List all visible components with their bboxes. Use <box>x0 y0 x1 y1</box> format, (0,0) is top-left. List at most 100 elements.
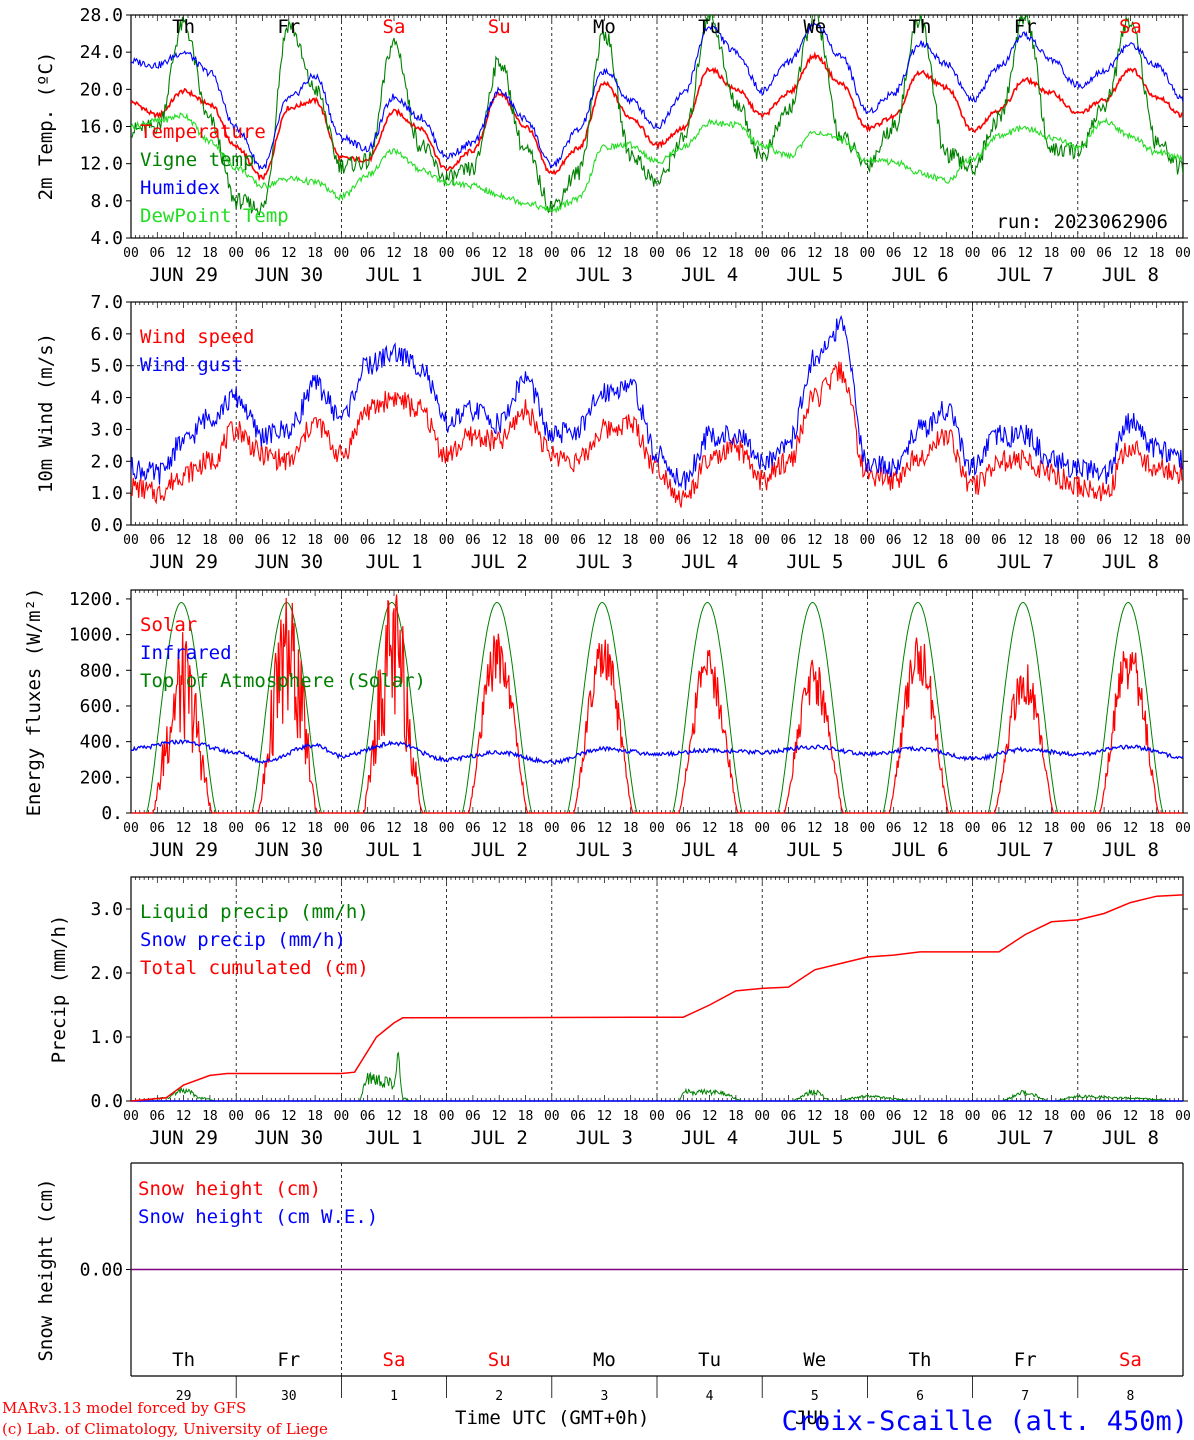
date-label: JUN 30 <box>254 264 323 286</box>
hour-label: 00 <box>439 533 455 548</box>
legend-entry: Wind speed <box>140 326 254 348</box>
date-label: JUL 3 <box>576 551 633 573</box>
series-line-4 <box>131 111 1183 214</box>
y-tick-label: 1.0 <box>90 1027 123 1048</box>
hour-label: 18 <box>1149 246 1165 261</box>
date-label: JUL 4 <box>681 839 738 861</box>
hour-label: 06 <box>991 821 1007 836</box>
y-tick-label: 8.0 <box>90 191 123 212</box>
day-number-label: 1 <box>390 1389 398 1404</box>
hour-label: 18 <box>1149 533 1165 548</box>
hour-label: 12 <box>807 821 823 836</box>
hour-label: 00 <box>1175 533 1191 548</box>
date-label: JUL 3 <box>576 1127 633 1149</box>
hour-label: 18 <box>728 246 744 261</box>
hour-label: 18 <box>518 246 534 261</box>
panel-2: 00 06 12 18 JUN 29 00 06 12 18 JUN 30 00 06 12 18 JUL … <box>35 292 1191 573</box>
hour-label: 00 <box>754 821 770 836</box>
hour-label: 12 <box>702 1109 718 1124</box>
date-label: JUL 5 <box>786 551 843 573</box>
date-label: JUL 4 <box>681 1127 738 1149</box>
hour-label: 06 <box>1096 246 1112 261</box>
hour-label: 06 <box>570 246 586 261</box>
legend-entry: Vigne temp <box>140 149 254 171</box>
day-number-label: 6 <box>916 1389 924 1404</box>
hour-label: 18 <box>833 821 849 836</box>
hour-label: 12 <box>912 533 928 548</box>
date-label: JUL 8 <box>1102 264 1159 286</box>
date-label: JUL 4 <box>681 551 738 573</box>
y-tick-label: 1200. <box>69 589 123 610</box>
hour-label: 00 <box>228 821 244 836</box>
series-line-cumulated <box>130 894 1184 1102</box>
hour-label: 00 <box>754 533 770 548</box>
run-label: run: 2023062906 <box>996 211 1168 233</box>
date-label: JUL 6 <box>891 264 948 286</box>
hour-label: 18 <box>938 1109 954 1124</box>
date-label: JUL 3 <box>576 839 633 861</box>
hour-label: 06 <box>675 1109 691 1124</box>
hour-label: 18 <box>623 533 639 548</box>
y-tick-label: 0.0 <box>90 515 123 536</box>
hour-label: 00 <box>754 1109 770 1124</box>
day-number-label: 8 <box>1126 1389 1134 1404</box>
hour-label: 12 <box>491 1109 507 1124</box>
hour-label: 00 <box>334 821 350 836</box>
hour-label: 18 <box>938 821 954 836</box>
hour-label: 18 <box>412 1109 428 1124</box>
y-tick-label: 2.0 <box>90 451 123 472</box>
panel-frame <box>130 301 1184 526</box>
hour-label: 18 <box>833 533 849 548</box>
hour-label: 12 <box>176 246 192 261</box>
hour-label: 06 <box>991 246 1007 261</box>
hour-label: 06 <box>675 533 691 548</box>
model-credit: MARv3.13 model forced by GFS <box>2 1399 246 1417</box>
hour-label: 06 <box>149 246 165 261</box>
date-label: JUL 1 <box>365 839 422 861</box>
hour-label: 12 <box>281 533 297 548</box>
weekday-label: Fr <box>1014 16 1037 38</box>
y-tick-label: 0.00 <box>80 1260 123 1281</box>
hour-label: 00 <box>123 1109 139 1124</box>
hour-label: 12 <box>491 821 507 836</box>
hour-label: 18 <box>412 533 428 548</box>
hour-label: 06 <box>360 821 376 836</box>
hour-label: 00 <box>123 533 139 548</box>
hour-label: 06 <box>465 821 481 836</box>
weekday-label: Tu <box>698 1349 721 1371</box>
hour-label: 06 <box>675 246 691 261</box>
date-label: JUL 1 <box>365 551 422 573</box>
series-line-infrared <box>130 739 1184 765</box>
y-tick-label: 2.0 <box>90 963 123 984</box>
weekday-label: Th <box>909 1349 932 1371</box>
hour-label: 06 <box>149 1109 165 1124</box>
weekday-label: Su <box>488 16 511 38</box>
date-label: JUN 29 <box>149 839 218 861</box>
hour-label: 00 <box>334 533 350 548</box>
hour-label: 18 <box>518 1109 534 1124</box>
hour-label: 06 <box>255 1109 271 1124</box>
hour-label: 12 <box>281 821 297 836</box>
hour-label: 18 <box>202 1109 218 1124</box>
hour-label: 18 <box>623 821 639 836</box>
hour-label: 18 <box>1149 1109 1165 1124</box>
hour-label: 12 <box>1017 533 1033 548</box>
y-axis-label: 2m Temp. (ºC) <box>35 52 57 201</box>
hour-label: 18 <box>202 246 218 261</box>
weekday-label: Mo <box>593 1349 616 1371</box>
hour-label: 06 <box>570 821 586 836</box>
hour-label: 12 <box>597 246 613 261</box>
date-label: JUL 5 <box>786 839 843 861</box>
legend-entry: Solar <box>140 614 197 636</box>
y-tick-label: 3.0 <box>90 419 123 440</box>
hour-label: 12 <box>702 821 718 836</box>
weekday-label: Sa <box>383 1349 406 1371</box>
weekday-label: Sa <box>1119 1349 1142 1371</box>
hour-label: 12 <box>491 533 507 548</box>
weekday-label: We <box>803 1349 826 1371</box>
hour-label: 06 <box>1096 821 1112 836</box>
y-axis-label: Precip (mm/h) <box>48 915 70 1064</box>
weekday-label: Su <box>488 1349 511 1371</box>
date-label: JUL 7 <box>997 264 1054 286</box>
